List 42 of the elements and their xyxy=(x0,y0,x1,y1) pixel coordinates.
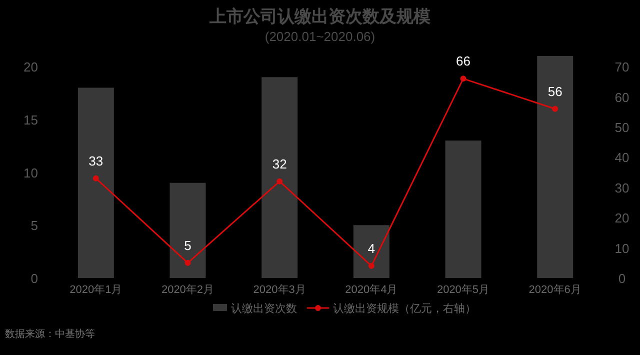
bar xyxy=(262,77,298,278)
y2-tick-label: 60 xyxy=(614,90,630,105)
x-tick-label: 2020年6月 xyxy=(528,284,582,296)
legend-label: 认缴出资次数 xyxy=(231,302,297,315)
y-tick-label: 10 xyxy=(24,165,38,180)
data-label: 4 xyxy=(368,240,376,256)
x-tick-label: 2020年3月 xyxy=(253,284,306,296)
bar xyxy=(78,88,114,278)
x-tick-label: 2020年4月 xyxy=(345,284,398,296)
y2-tick-label: 30 xyxy=(614,180,630,196)
y-tick-label: 0 xyxy=(30,271,38,286)
point xyxy=(92,175,99,182)
chart-subtitle: (2020.01~2020.06) xyxy=(264,29,376,44)
x-tick-label: 2020年5月 xyxy=(436,284,490,296)
chart-title: 上市公司认缴出资次数及规模 xyxy=(208,7,430,26)
y2-tick-label: 20 xyxy=(614,210,630,226)
data-label: 56 xyxy=(548,84,562,99)
point xyxy=(460,76,466,82)
bar xyxy=(445,140,482,278)
x-tick-label: 2020年2月 xyxy=(161,284,214,296)
point xyxy=(276,178,283,184)
point xyxy=(184,260,191,266)
data-label: 66 xyxy=(456,54,470,69)
point xyxy=(552,106,558,112)
bar xyxy=(170,182,206,278)
bar xyxy=(353,225,390,278)
y2-tick-label: 0 xyxy=(618,271,626,286)
y-tick-label: 15 xyxy=(24,112,38,128)
data-label: 5 xyxy=(184,238,192,253)
x-tick-label: 2020年1月 xyxy=(70,284,122,296)
y-tick-label: 20 xyxy=(24,60,38,75)
point xyxy=(368,262,374,269)
y2-tick-label: 10 xyxy=(614,240,630,256)
data-label: 33 xyxy=(88,153,104,168)
y2-tick-label: 40 xyxy=(614,150,630,166)
y2-tick-label: 70 xyxy=(614,60,630,75)
bar xyxy=(537,56,574,278)
y2-tick-label: 50 xyxy=(614,120,630,135)
legend-label: 认缴出资规模（亿元，右轴） xyxy=(333,302,476,315)
data-label: 32 xyxy=(272,156,287,172)
y-tick-label: 5 xyxy=(30,218,38,234)
source-note: 数据来源：中基协等 xyxy=(5,328,95,340)
